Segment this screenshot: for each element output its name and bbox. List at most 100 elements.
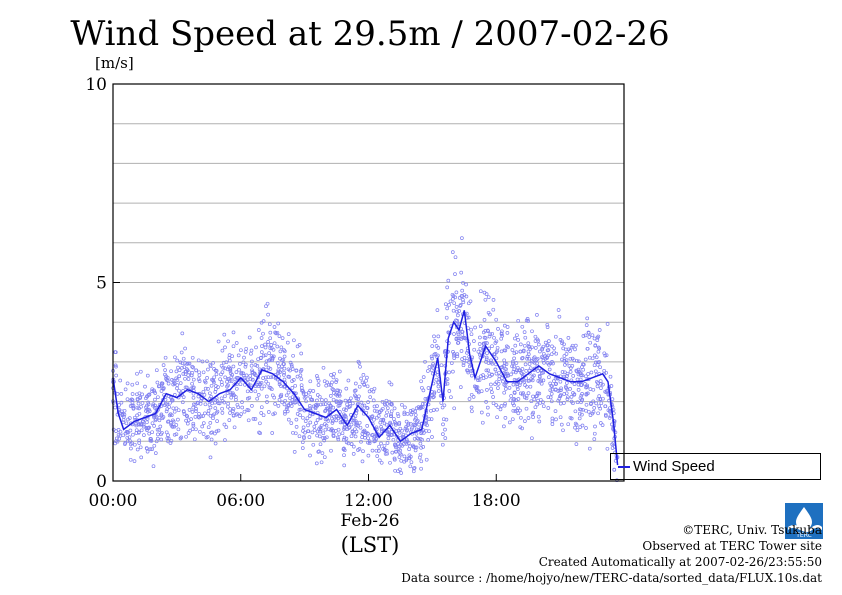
scatter-point xyxy=(186,373,191,378)
scatter-point xyxy=(208,391,212,396)
scatter-point xyxy=(334,418,339,423)
scatter-point xyxy=(190,381,194,386)
scatter-point xyxy=(560,370,565,374)
scatter-point xyxy=(514,361,519,365)
scatter-point xyxy=(408,444,412,449)
scatter-point xyxy=(584,374,588,379)
scatter-point xyxy=(322,379,327,384)
scatter-point xyxy=(289,421,294,425)
scatter-point xyxy=(467,360,471,365)
scatter-point xyxy=(511,369,516,374)
scatter-point xyxy=(376,449,381,453)
scatter-point xyxy=(261,353,266,358)
scatter-point xyxy=(495,348,500,353)
scatter-point xyxy=(164,430,169,435)
scatter-point xyxy=(231,407,236,411)
scatter-point xyxy=(515,387,520,391)
scatter-point xyxy=(169,397,174,402)
scatter-point xyxy=(412,436,417,441)
scatter-point xyxy=(208,421,213,425)
scatter-point xyxy=(252,371,257,376)
scatter-point xyxy=(234,386,239,391)
scatter-point xyxy=(511,401,515,406)
scatter-point xyxy=(372,404,377,409)
scatter-point xyxy=(480,420,485,425)
scatter-point xyxy=(598,397,603,402)
scatter-point xyxy=(458,304,463,308)
scatter-point xyxy=(242,355,246,360)
scatter-point xyxy=(323,427,328,432)
scatter-point xyxy=(180,365,184,370)
scatter-point xyxy=(502,358,507,363)
scatter-point xyxy=(150,421,155,426)
scatter-point xyxy=(255,364,260,368)
scatter-point xyxy=(241,371,246,376)
scatter-point xyxy=(250,404,254,408)
scatter-point xyxy=(392,457,397,462)
scatter-point xyxy=(387,432,392,436)
scatter-point xyxy=(485,405,490,410)
scatter-point xyxy=(445,381,450,386)
scatter-point xyxy=(152,424,156,428)
scatter-point xyxy=(153,451,158,455)
scatter-point xyxy=(209,383,214,388)
scatter-point xyxy=(441,417,446,422)
scatter-point xyxy=(564,347,568,352)
scatter-point xyxy=(609,384,614,388)
scatter-point xyxy=(276,369,281,374)
scatter-point xyxy=(240,405,245,410)
scatter-point xyxy=(139,455,144,460)
scatter-point xyxy=(576,388,581,392)
scatter-point xyxy=(593,369,598,374)
grid-lines xyxy=(113,123,624,442)
scatter-point xyxy=(536,398,540,403)
scatter-point xyxy=(409,460,414,465)
scatter-point xyxy=(184,385,189,390)
scatter-point xyxy=(603,353,608,358)
scatter-point xyxy=(187,408,192,412)
scatter-point xyxy=(415,419,419,424)
scatter-point xyxy=(270,358,274,363)
scatter-point xyxy=(131,405,136,410)
scatter-point xyxy=(222,422,227,427)
scatter-point xyxy=(320,451,325,455)
scatter-point xyxy=(181,409,186,413)
scatter-point xyxy=(404,419,409,424)
scatter-point xyxy=(161,386,166,390)
scatter-point xyxy=(353,381,358,386)
scatter-point xyxy=(336,437,341,442)
scatter-point xyxy=(375,409,379,414)
scatter-point xyxy=(439,401,444,405)
scatter-point xyxy=(562,401,566,405)
scatter-point xyxy=(135,381,140,386)
scatter-point xyxy=(250,377,255,382)
scatter-point xyxy=(489,358,493,363)
scatter-point xyxy=(596,411,600,416)
scatter-point xyxy=(308,379,313,384)
scatter-point xyxy=(282,348,286,352)
scatter-point xyxy=(163,397,168,402)
scatter-point xyxy=(256,393,261,397)
scatter-point xyxy=(446,278,451,283)
scatter-point xyxy=(172,381,177,385)
scatter-point xyxy=(523,335,528,340)
scatter-point xyxy=(421,375,426,379)
scatter-point xyxy=(615,478,619,483)
scatter-point xyxy=(500,376,504,380)
scatter-point xyxy=(473,325,477,330)
scatter-point xyxy=(205,376,209,380)
scatter-point xyxy=(151,464,156,469)
scatter-point xyxy=(499,336,504,341)
scatter-point xyxy=(191,395,196,400)
scatter-point xyxy=(585,346,590,351)
scatter-point xyxy=(512,356,516,361)
scatter-point xyxy=(380,399,385,404)
scatter-point xyxy=(548,381,553,386)
scatter-point xyxy=(570,356,575,361)
scatter-point xyxy=(350,401,355,406)
scatter-point xyxy=(165,402,169,407)
scatter-point xyxy=(332,371,336,376)
scatter-point xyxy=(472,339,476,343)
scatter-point xyxy=(198,429,202,434)
scatter-point xyxy=(331,428,335,433)
